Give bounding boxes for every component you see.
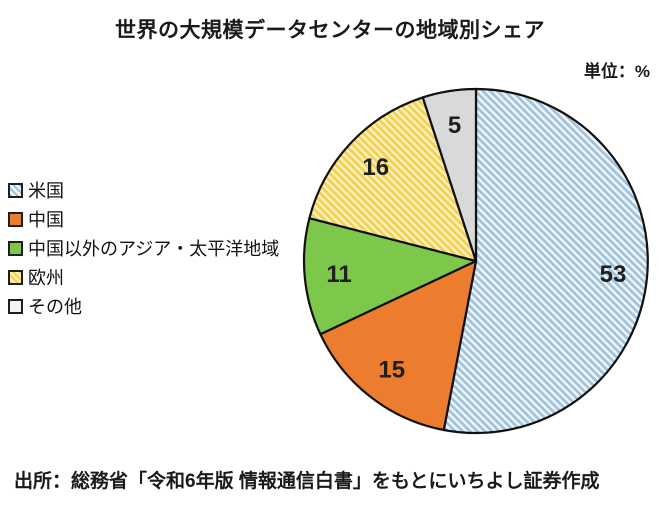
pie-value-label-0: 53: [600, 261, 627, 288]
legend-label: その他: [28, 297, 82, 317]
legend: 米国中国中国以外のアジア・太平洋地域 欧州その他: [8, 179, 279, 317]
pie-value-label-3: 16: [362, 154, 389, 181]
legend-item-1: 中国: [8, 208, 279, 230]
legend-label: 中国: [28, 210, 64, 230]
legend-swatch-icon: [8, 182, 23, 198]
legend-swatch-icon: [8, 298, 23, 314]
legend-item-0: 米国: [8, 179, 279, 201]
source-note: 出所：総務省「令和6年版 情報通信白書」をもとにいちよし証券作成: [14, 471, 600, 492]
pie-value-label-4: 5: [448, 112, 461, 139]
pie-value-label-2: 11: [326, 261, 351, 288]
pie-slice-2: [302, 217, 478, 336]
pie-slice-4: [421, 87, 478, 263]
pie-slice-3: [308, 96, 478, 263]
legend-swatch-icon: [8, 240, 23, 256]
legend-item-3: 欧州: [8, 266, 279, 288]
legend-swatch-icon: [8, 269, 23, 285]
pie-value-label-1: 15: [378, 357, 405, 384]
legend-label: 米国: [28, 181, 64, 201]
legend-label: 中国以外のアジア・太平洋地域: [28, 239, 280, 259]
legend-item-4: その他: [8, 295, 279, 317]
chart-title: 世界の大規模データセンターの地域別シェア: [115, 19, 545, 42]
unit-label: 単位：%: [583, 62, 650, 81]
pie-slice-0: [442, 87, 649, 435]
pie-slice-1: [319, 259, 478, 432]
legend-label: 欧州: [28, 268, 64, 288]
legend-item-2: 中国以外のアジア・太平洋地域: [8, 237, 279, 259]
legend-swatch-icon: [8, 211, 23, 227]
